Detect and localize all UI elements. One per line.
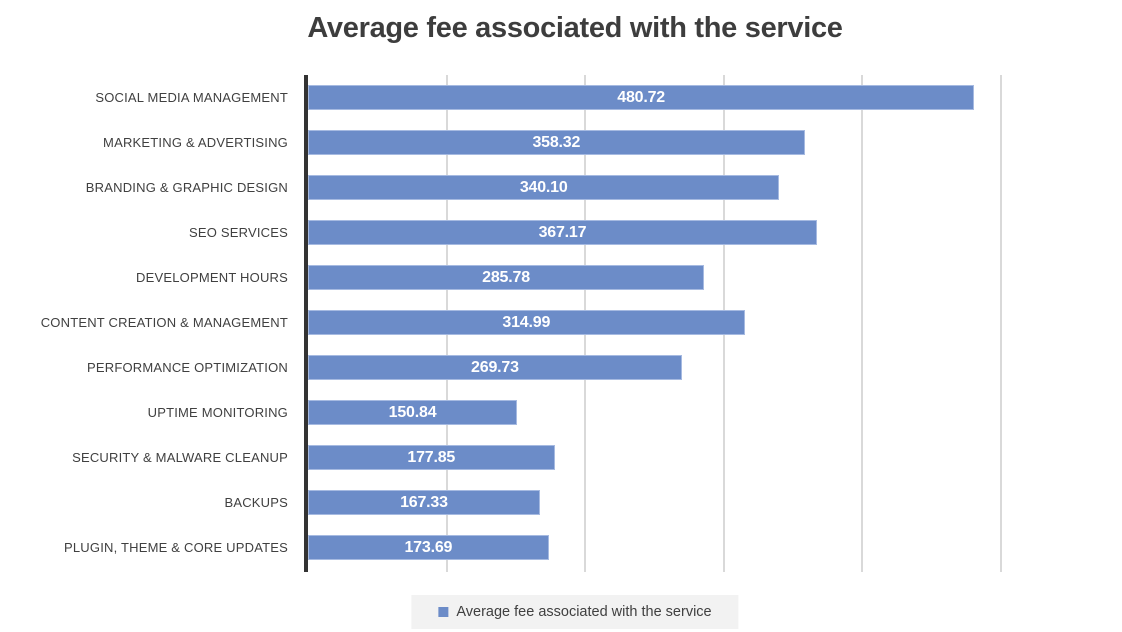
bar-value-label: 480.72 bbox=[617, 88, 665, 106]
bar-value-label: 150.84 bbox=[388, 403, 437, 421]
bar-row: MARKETING & ADVERTISING 358.32 bbox=[0, 120, 1122, 165]
bar-row: SECURITY & MALWARE CLEANUP 177.85 bbox=[0, 435, 1122, 480]
bar: 167.33 bbox=[308, 490, 540, 515]
bar-row: PLUGIN, THEME & CORE UPDATES 173.69 bbox=[0, 525, 1122, 570]
bar-row: BACKUPS 167.33 bbox=[0, 480, 1122, 525]
legend: Average fee associated with the service bbox=[411, 595, 739, 629]
category-label: DEVELOPMENT HOURS bbox=[136, 270, 288, 285]
bar-row: SOCIAL MEDIA MANAGEMENT 480.72 bbox=[0, 75, 1122, 120]
category-label: PERFORMANCE OPTIMIZATION bbox=[86, 360, 288, 375]
gridline bbox=[1000, 75, 1002, 572]
legend-swatch-icon bbox=[438, 607, 449, 617]
bar: 173.69 bbox=[308, 535, 549, 560]
chart-title: Average fee associated with the service bbox=[307, 12, 843, 44]
bar-row: PERFORMANCE OPTIMIZATION 269.73 bbox=[0, 345, 1122, 390]
category-label: PLUGIN, THEME & CORE UPDATES bbox=[64, 540, 288, 555]
plot-area: SOCIAL MEDIA MANAGEMENT 480.72 MARKETING &… bbox=[0, 75, 1122, 572]
category-label: CONTENT CREATION & MANAGEMENT bbox=[40, 315, 288, 330]
category-label: SEO SERVICES bbox=[189, 225, 288, 240]
bar-value-label: 177.85 bbox=[407, 448, 456, 466]
bar-row: BRANDING & GRAPHIC DESIGN 340.10 bbox=[0, 165, 1122, 210]
bar-row: UPTIME MONITORING 150.84 bbox=[0, 390, 1122, 435]
bar: 358.32 bbox=[308, 130, 805, 155]
bar-rows: SOCIAL MEDIA MANAGEMENT 480.72 MARKETING &… bbox=[0, 75, 1122, 570]
category-label: SECURITY & MALWARE CLEANUP bbox=[72, 450, 288, 465]
category-label: UPTIME MONITORING bbox=[147, 405, 288, 420]
category-label: BRANDING & GRAPHIC DESIGN bbox=[85, 180, 288, 195]
bar-value-label: 314.99 bbox=[502, 313, 551, 331]
category-label: SOCIAL MEDIA MANAGEMENT bbox=[95, 90, 288, 105]
bar-value-label: 167.33 bbox=[400, 493, 448, 511]
bar-value-label: 269.73 bbox=[471, 358, 519, 376]
bar-value-label: 285.78 bbox=[482, 268, 530, 286]
bar-value-label: 173.69 bbox=[404, 538, 453, 556]
y-axis-line bbox=[304, 75, 308, 572]
legend-label: Average fee associated with the service bbox=[456, 604, 712, 620]
bar-value-label: 340.10 bbox=[519, 178, 568, 196]
bar: 269.73 bbox=[308, 355, 682, 380]
bar: 340.10 bbox=[308, 175, 780, 200]
bar: 314.99 bbox=[308, 310, 745, 335]
bar: 480.72 bbox=[308, 85, 975, 110]
bar-value-label: 358.32 bbox=[532, 133, 581, 151]
category-label: MARKETING & ADVERTISING bbox=[103, 135, 288, 150]
bar-row: CONTENT CREATION & MANAGEMENT 314.99 bbox=[0, 300, 1122, 345]
category-label: BACKUPS bbox=[224, 495, 288, 510]
bar: 150.84 bbox=[308, 400, 518, 425]
gridline bbox=[861, 75, 864, 572]
bar: 285.78 bbox=[308, 265, 705, 290]
bar: 177.85 bbox=[308, 445, 555, 470]
bar-row: SEO SERVICES 367.17 bbox=[0, 210, 1122, 255]
bar-value-label: 367.17 bbox=[538, 223, 587, 241]
bar-row: DEVELOPMENT HOURS 285.78 bbox=[0, 255, 1122, 300]
bar: 367.17 bbox=[308, 220, 817, 245]
